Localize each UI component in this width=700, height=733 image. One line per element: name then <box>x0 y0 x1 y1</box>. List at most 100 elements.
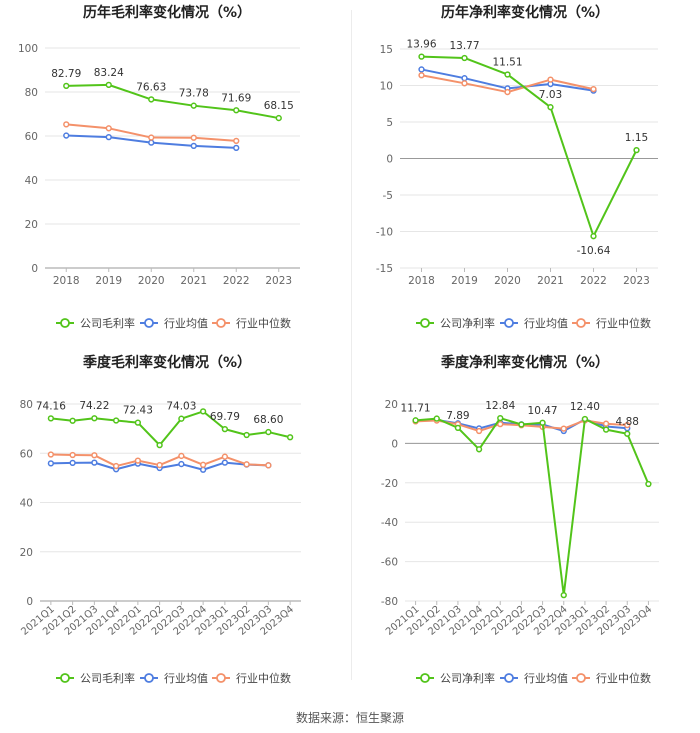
data-point-company <box>547 104 554 111</box>
data-label: 76.63 <box>136 81 166 93</box>
y-tick-label: 60 <box>25 131 38 143</box>
legend-marker <box>216 318 226 328</box>
data-point-company <box>418 53 425 60</box>
legend-marker <box>420 318 430 328</box>
data-point-company <box>633 146 640 154</box>
data-point-industry_median <box>156 461 163 469</box>
legend-marker <box>60 318 70 328</box>
data-label: 11.71 <box>401 402 431 414</box>
data-point-company <box>69 417 76 424</box>
legend-label: 行业中位数 <box>596 671 651 685</box>
x-tick-label: 2022 <box>580 275 607 287</box>
legend-label: 公司毛利率 <box>80 316 135 330</box>
y-tick-label: 5 <box>386 117 393 129</box>
data-point-industry_median <box>233 137 240 144</box>
y-tick-label: 0 <box>386 154 393 166</box>
legend-marker <box>60 673 70 683</box>
legend-marker <box>216 673 226 683</box>
data-point-industry_median <box>560 425 567 432</box>
data-point-industry_median <box>148 134 155 141</box>
data-point-industry_median <box>243 461 250 468</box>
legend-label: 公司毛利率 <box>80 671 135 685</box>
legend-marker <box>420 673 430 683</box>
y-tick-label: 0 <box>391 438 398 450</box>
data-label: 72.43 <box>123 405 153 417</box>
data-point-industry_avg <box>418 66 425 73</box>
legend-label: 行业中位数 <box>236 316 291 330</box>
data-point-industry_median <box>190 134 197 141</box>
y-tick-label: 15 <box>380 44 393 56</box>
x-tick-label: 2021 <box>537 275 564 287</box>
data-point-industry_median <box>69 451 76 459</box>
data-label: 74.22 <box>79 400 109 412</box>
series-line-company <box>50 410 291 447</box>
data-label: 71.69 <box>221 92 251 104</box>
data-point-company <box>148 96 155 103</box>
data-label: 1.15 <box>625 132 648 144</box>
data-point-industry_median <box>47 451 55 458</box>
chart-title: 季度毛利率变化情况（%） <box>82 354 251 371</box>
y-tick-label: 60 <box>20 448 33 460</box>
legend-marker <box>576 318 586 328</box>
data-point-industry_median <box>221 453 229 460</box>
y-tick-label: 20 <box>20 547 33 559</box>
y-tick-label: 10 <box>380 81 393 93</box>
x-tick-label: 2023 <box>265 275 292 287</box>
data-point-industry_median <box>265 462 272 469</box>
data-point-industry_avg <box>190 142 197 150</box>
data-point-industry_avg <box>199 466 207 473</box>
quarterly-gross-margin-chart: 季度毛利率变化情况（%） 0 20 40 60 80 2021Q1 2021Q2 2021Q3 2… <box>0 350 350 700</box>
data-point-company <box>497 414 504 422</box>
data-point-company <box>275 114 282 122</box>
legend-marker <box>504 318 514 328</box>
data-point-industry_median <box>63 121 70 128</box>
data-point-company <box>112 417 120 424</box>
data-point-company <box>539 419 546 426</box>
data-point-industry_median <box>461 80 468 87</box>
data-label: -10.64 <box>577 245 611 257</box>
data-point-company <box>454 424 462 432</box>
y-tick-label: -40 <box>381 517 398 529</box>
data-label: 10.47 <box>528 405 558 417</box>
data-label: 82.79 <box>51 68 81 80</box>
data-point-company <box>560 591 567 599</box>
data-point-company <box>233 107 240 114</box>
y-tick-label: -15 <box>376 263 393 275</box>
y-tick-label: -20 <box>381 478 398 490</box>
quarterly-net-margin-chart: 季度净利率变化情况（%） -80 -60 -40 -20 0 20 2021Q1 2021Q2 2… <box>350 350 700 700</box>
data-label: 7.89 <box>446 410 469 422</box>
data-point-industry_median <box>624 421 631 429</box>
data-point-company <box>199 408 207 415</box>
data-label: 4.88 <box>616 416 639 428</box>
y-tick-label: 80 <box>20 399 33 411</box>
annual-gross-margin-chart: 历年毛利率变化情况（%） 0 20 40 60 80 100 2018 2019 2020 2021… <box>0 0 350 350</box>
chart-title: 季度净利率变化情况（%） <box>440 354 609 371</box>
data-point-company <box>645 480 652 488</box>
data-point-industry_median <box>504 88 511 96</box>
legend-marker <box>504 673 514 683</box>
y-tick-label: -5 <box>383 190 393 202</box>
data-point-industry_avg <box>63 132 70 139</box>
data-point-industry_avg <box>69 459 76 467</box>
data-point-company <box>156 441 163 449</box>
quarterly-gross-margin-svg: 季度毛利率变化情况（%）0204060802021Q12021Q22021Q32… <box>19 354 301 685</box>
y-tick-label: 20 <box>385 399 398 411</box>
data-point-company <box>178 415 185 422</box>
data-point-industry_avg <box>461 75 468 82</box>
legend-label: 行业均值 <box>524 672 568 685</box>
legend-marker <box>144 673 154 683</box>
legend-label: 行业中位数 <box>596 316 651 330</box>
data-point-company <box>475 446 483 453</box>
series-line-company <box>66 83 279 120</box>
data-point-industry_median <box>590 86 597 93</box>
data-point-industry_median <box>199 461 207 468</box>
data-point-company <box>461 54 468 62</box>
annual-net-margin-chart: 历年净利率变化情况（%） -15 -10 -5 0 5 10 15 2018 2019 2020 20… <box>350 0 700 350</box>
data-label: 12.40 <box>570 401 600 413</box>
data-point-industry_avg <box>148 139 155 146</box>
data-label: 13.77 <box>449 40 479 52</box>
data-point-company <box>265 428 272 436</box>
legend-label: 行业均值 <box>164 672 208 685</box>
legend-label: 公司净利率 <box>440 671 495 685</box>
legend-marker <box>576 673 586 683</box>
